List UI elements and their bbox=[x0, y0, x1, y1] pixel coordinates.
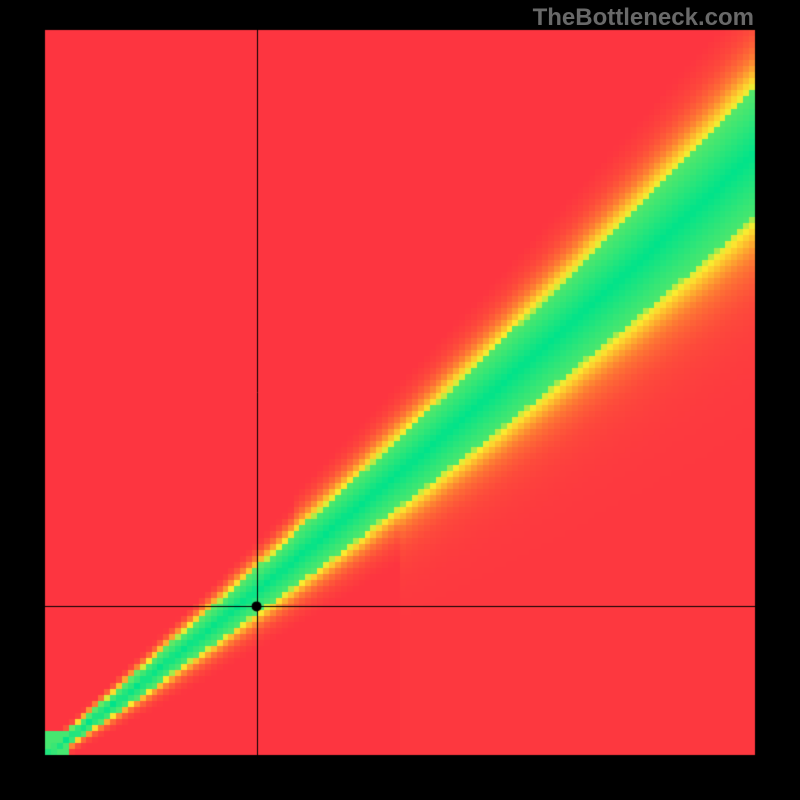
watermark-text: TheBottleneck.com bbox=[533, 4, 754, 32]
heatmap-plot bbox=[0, 0, 800, 800]
